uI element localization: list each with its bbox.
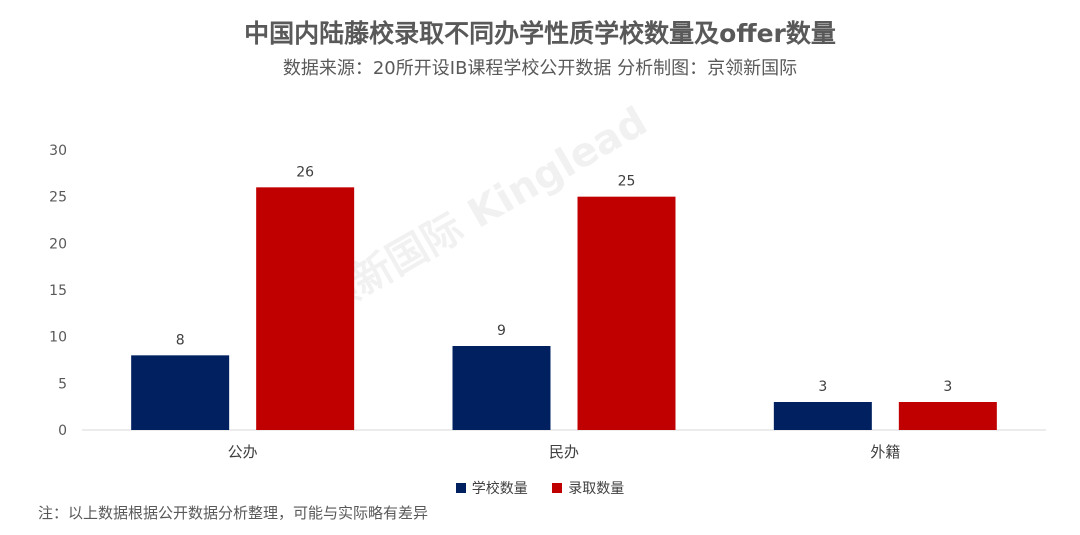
legend: 学校数量 录取数量 <box>0 478 1080 498</box>
bar-school <box>452 346 551 430</box>
legend-item-offer: 录取数量 <box>552 478 624 498</box>
chart-subtitle: 数据来源：20所开设IB课程学校公开数据 分析制图：京领新国际 <box>282 58 798 79</box>
data-label: 3 <box>943 379 952 395</box>
y-tick-label: 10 <box>49 330 67 346</box>
y-tick-label: 25 <box>49 190 67 206</box>
legend-label-school: 学校数量 <box>471 481 528 497</box>
bar-school <box>773 402 872 430</box>
data-label: 3 <box>818 379 827 395</box>
bar-offer <box>256 187 355 430</box>
bar-offer <box>577 196 676 430</box>
data-label: 8 <box>176 332 185 348</box>
legend-swatch-offer <box>552 483 563 493</box>
bar-offer <box>898 402 997 430</box>
bar-school <box>131 355 230 430</box>
y-tick-label: 20 <box>49 236 67 252</box>
legend-item-school: 学校数量 <box>455 478 528 498</box>
legend-label-offer: 录取数量 <box>568 481 625 497</box>
chart-title: 中国内陆藤校录取不同办学性质学校数量及offer数量 <box>244 19 836 48</box>
footnote: 注：以上数据根据公开数据分析整理，可能与实际略有差异 <box>38 504 429 522</box>
x-category-label: 公办 <box>228 443 258 461</box>
data-label: 26 <box>296 164 314 180</box>
x-category-label: 民办 <box>549 443 579 461</box>
y-tick-label: 15 <box>49 283 67 299</box>
y-tick-label: 5 <box>58 376 67 392</box>
data-label: 25 <box>618 174 636 190</box>
y-tick-label: 30 <box>49 143 67 159</box>
x-category-label: 外籍 <box>870 443 900 461</box>
legend-swatch-school <box>455 483 466 493</box>
y-tick-label: 0 <box>58 423 67 439</box>
data-label: 9 <box>497 323 506 339</box>
